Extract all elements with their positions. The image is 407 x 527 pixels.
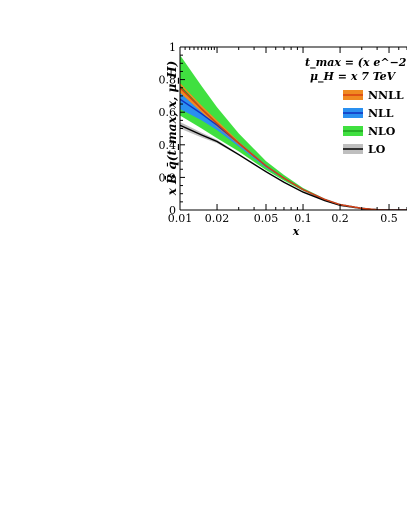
x-tick-label: 0.02 — [205, 212, 230, 225]
legend-label-nnll: NNLL — [368, 89, 404, 102]
x-tick-label: 0.2 — [331, 212, 349, 225]
x-tick-label: 0.01 — [168, 212, 193, 225]
x-tick-label: 0.1 — [294, 212, 312, 225]
y-tick-label: 0.2 — [159, 171, 177, 184]
x-tick-label: 0.05 — [254, 212, 279, 225]
y-tick-label: 1 — [169, 41, 176, 54]
legend-label-lo: LO — [368, 143, 386, 156]
annotation-tmax: t_max = (x e^−2 7 TeV) — [305, 56, 407, 70]
ticks: 0 0.2 0.4 0.6 0.8 1 0.01 0.02 0.05 0.1 0.2 0.5 — [159, 41, 407, 225]
y-axis-title: x B̄ q̄(t_max, x, μ_H) — [163, 61, 180, 197]
y-tick-label: 0.8 — [159, 74, 177, 87]
x-axis-title: x — [292, 225, 300, 238]
x-tick-label: 0.5 — [380, 212, 398, 225]
legend: NNLL NLL NLO LO — [343, 89, 404, 156]
y-tick-label: 0.4 — [159, 139, 177, 152]
legend-label-nll: NLL — [368, 107, 394, 120]
y-tick-label: 0 — [169, 204, 176, 217]
annotation-muh: μ_H = x 7 TeV — [310, 70, 397, 84]
y-tick-label: 0.6 — [159, 106, 177, 119]
legend-label-nlo: NLO — [368, 125, 396, 138]
